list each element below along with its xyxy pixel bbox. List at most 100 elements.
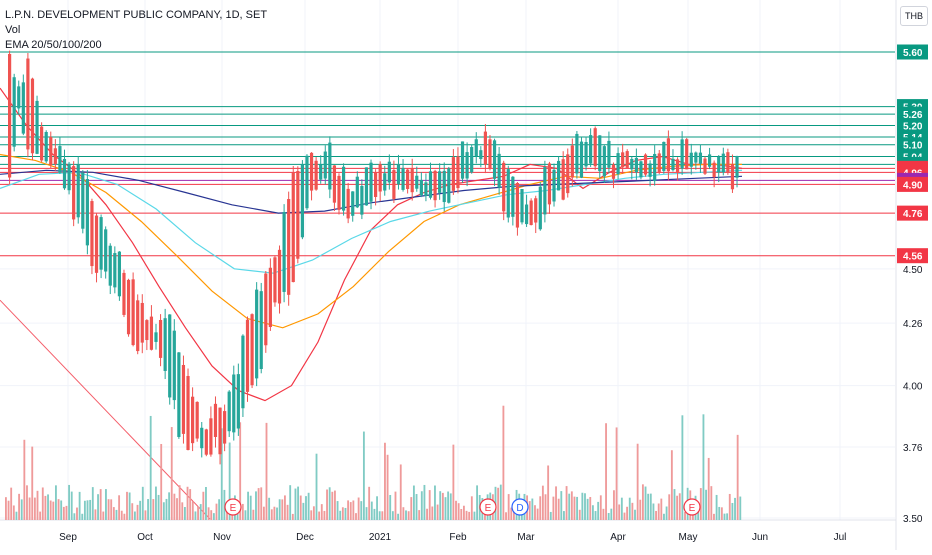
x-axis-tick-label: 2021 <box>369 532 392 543</box>
candle-body <box>474 139 478 157</box>
candle-body <box>163 318 167 371</box>
volume-bar <box>707 457 710 520</box>
candle-body <box>204 429 208 455</box>
price-level-badge <box>897 44 928 60</box>
volume-bar <box>597 501 600 520</box>
event-marker: E <box>224 498 242 516</box>
volume-bar <box>436 504 439 520</box>
volume-bar <box>384 442 386 520</box>
volume-bar <box>444 497 447 520</box>
volume-bar <box>557 498 560 520</box>
event-marker: D <box>511 498 529 516</box>
candle-body <box>680 139 684 169</box>
volume-bar <box>270 509 273 520</box>
candle-body <box>625 151 629 168</box>
volume-bar <box>181 502 184 520</box>
symbol-title[interactable]: L.P.N. DEVELOPMENT PUBLIC COMPANY, 1D, S… <box>5 9 268 21</box>
candle-body <box>479 150 483 160</box>
x-axis-tick-label: Sep <box>59 532 77 543</box>
candle-body <box>392 170 396 199</box>
volume-bar <box>602 508 605 520</box>
volume-indicator-label[interactable]: Vol <box>5 24 21 36</box>
volume-bar <box>634 509 636 520</box>
volume-bar <box>457 503 460 520</box>
volume-bar <box>168 492 171 520</box>
volume-bar <box>273 506 276 520</box>
volume-bar <box>176 498 178 520</box>
volume-bar <box>626 506 629 520</box>
volume-bar <box>315 453 318 520</box>
volume-bar <box>439 491 442 520</box>
volume-bar <box>352 500 355 520</box>
volume-bar <box>110 499 113 520</box>
volume-bar <box>255 491 257 520</box>
event-marker-circle <box>511 498 529 516</box>
volume-bar <box>544 494 547 520</box>
candle-body <box>639 161 643 178</box>
volume-bar <box>7 500 10 520</box>
price-level-badge <box>897 248 928 264</box>
candle-body <box>108 245 112 286</box>
volume-bar <box>249 495 252 520</box>
trend-line <box>0 299 211 520</box>
price-level-label: 5.10 <box>903 141 923 152</box>
volume-bar <box>365 507 368 520</box>
volume-bar <box>147 499 149 520</box>
volume-bar <box>402 507 405 520</box>
volume-bar <box>57 499 60 520</box>
volume-bar <box>573 496 576 520</box>
candle-body <box>30 78 35 154</box>
candle-body <box>648 163 652 177</box>
volume-bar <box>89 499 92 520</box>
candle-body <box>611 164 616 179</box>
candle-body <box>277 249 282 304</box>
candle-body <box>689 152 693 167</box>
volume-bar <box>460 509 463 520</box>
volume-bar <box>428 490 431 520</box>
volume-bar <box>10 487 13 520</box>
volume-bar <box>326 489 328 520</box>
volume-bar <box>484 512 486 520</box>
volume-bar <box>647 493 650 520</box>
volume-bar <box>33 497 36 520</box>
event-marker: E <box>479 498 497 516</box>
volume-bar <box>94 509 97 520</box>
candle-body <box>401 167 405 190</box>
candle-body <box>515 183 520 228</box>
candle-body <box>341 166 346 211</box>
candle-body <box>506 169 510 218</box>
candle-body <box>158 319 163 358</box>
candle-body <box>140 302 144 343</box>
volume-bar <box>160 443 163 520</box>
candle-body <box>99 217 103 270</box>
volume-bar <box>713 513 715 520</box>
volume-bar <box>239 422 242 520</box>
volume-bar <box>170 427 173 520</box>
event-marker-label: E <box>485 503 492 514</box>
volume-bar <box>615 427 618 520</box>
volume-bar <box>710 486 713 520</box>
volume-bar <box>68 484 71 520</box>
volume-bar <box>252 509 255 520</box>
volume-bar <box>334 490 336 520</box>
candle-body <box>685 139 689 170</box>
candle-body <box>566 154 570 194</box>
volume-bar <box>368 486 371 520</box>
candle-body <box>428 171 433 198</box>
volume-bar <box>173 493 176 520</box>
price-level-label: 4.76 <box>903 209 923 220</box>
volume-bar <box>684 511 686 520</box>
candle-body <box>296 170 300 259</box>
volume-bar <box>15 511 18 520</box>
candle-body <box>360 186 364 215</box>
ema-indicator-label[interactable]: EMA 20/50/100/200 <box>5 39 102 51</box>
candle-body <box>735 155 739 178</box>
currency-badge[interactable]: THB <box>900 6 928 26</box>
volume-bar <box>320 504 323 520</box>
candle-body <box>726 152 730 173</box>
volume-bar <box>739 496 742 520</box>
volume-bar <box>715 494 718 520</box>
candle-body <box>387 161 391 183</box>
